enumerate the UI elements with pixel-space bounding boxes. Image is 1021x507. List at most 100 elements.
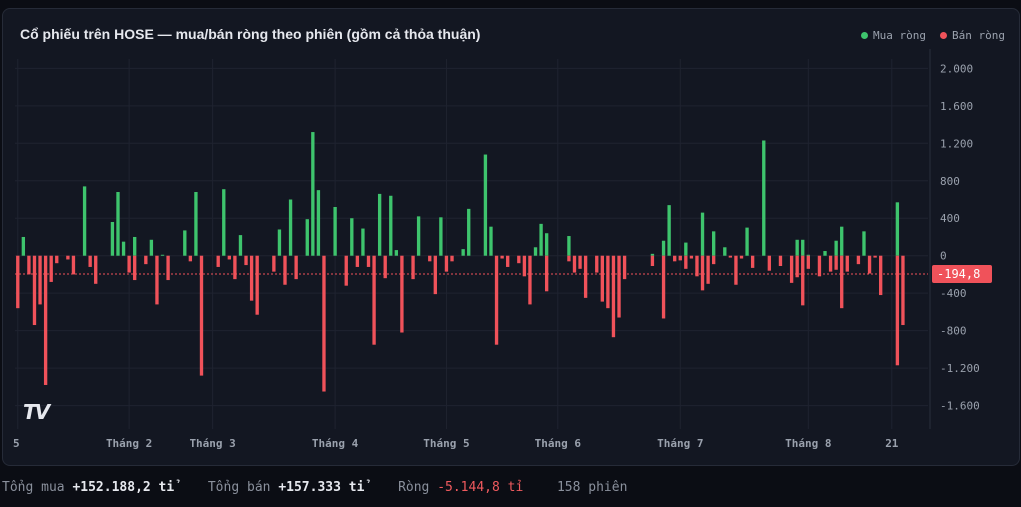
sell-bar — [500, 255, 504, 259]
buy-bar — [350, 218, 354, 256]
sell-bar — [578, 255, 582, 269]
sell-bar — [879, 255, 883, 296]
sell-bar — [244, 255, 248, 266]
x-tick-label: Tháng 4 — [312, 437, 359, 450]
y-tick-label: -1.200 — [940, 362, 980, 375]
sell-bar — [522, 255, 527, 277]
chart-legend: Mua ròng Bán ròng — [861, 29, 1005, 42]
buy-bar — [712, 231, 716, 256]
sell-bar — [55, 255, 59, 264]
legend-item-sell[interactable]: Bán ròng — [940, 29, 1005, 42]
sell-bar — [778, 255, 783, 267]
x-tick-label: Tháng 6 — [535, 437, 582, 450]
buy-bar — [183, 230, 187, 256]
legend-label-buy: Mua ròng — [873, 29, 927, 42]
sell-bar — [600, 255, 604, 302]
sell-bar — [617, 255, 621, 318]
y-tick-label: 1.200 — [940, 137, 973, 150]
legend-item-buy[interactable]: Mua ròng — [861, 29, 926, 42]
sell-bar — [199, 255, 204, 376]
sell-bar — [27, 255, 31, 275]
x-tick-label: 21 — [885, 437, 899, 450]
buy-bar — [461, 249, 465, 256]
sell-bar — [294, 255, 298, 280]
sell-bar — [188, 255, 193, 262]
buy-bar — [110, 221, 115, 256]
buy-bar — [311, 132, 315, 256]
sell-bar — [372, 255, 376, 345]
buy-bar — [862, 231, 866, 256]
buy-bar — [667, 205, 671, 256]
sell-bar — [817, 255, 822, 277]
buy-bar — [361, 228, 365, 256]
sell-bar — [155, 255, 159, 305]
sell-bar — [517, 255, 521, 264]
legend-dot-buy-icon — [861, 32, 869, 39]
buy-bar — [116, 192, 120, 256]
sell-bar — [71, 255, 76, 275]
x-tick-label: Tháng 3 — [189, 437, 235, 450]
sell-bar — [728, 255, 733, 258]
reference-label: -194,8 — [937, 267, 980, 281]
total-sell-value: +157.333 tỉ — [278, 480, 365, 495]
summary-footer: Tổng mua +152.188,2 tỉ Tổng bán +157.333… — [2, 480, 627, 495]
buy-bar — [489, 226, 493, 256]
buy-bar — [483, 154, 488, 256]
sell-bar — [895, 255, 900, 366]
y-tick-label: 0 — [940, 250, 947, 263]
net-label: Ròng — [398, 480, 430, 495]
net-value: -5.144,8 tỉ — [437, 480, 524, 495]
buy-bar — [700, 212, 705, 256]
sell-bar — [689, 255, 694, 259]
legend-label-sell: Bán ròng — [952, 29, 1005, 42]
sell-bar — [873, 255, 877, 258]
sell-bar — [249, 255, 254, 301]
sell-bar — [450, 255, 454, 262]
sell-bar — [706, 255, 710, 284]
buy-bar — [333, 207, 337, 256]
sell-bar — [595, 255, 599, 273]
buy-bar — [394, 250, 399, 256]
buy-bar — [834, 240, 838, 256]
sell-bar — [322, 255, 326, 392]
y-tick-label: 2.000 — [940, 62, 973, 75]
sell-bar — [433, 255, 437, 295]
total-sell-label: Tổng bán — [207, 480, 271, 495]
buy-bar — [823, 251, 827, 256]
buy-bar — [149, 239, 154, 256]
legend-dot-sell-icon — [940, 32, 948, 39]
x-tick-label: Tháng 5 — [423, 437, 469, 450]
x-tick-label: Tháng 8 — [785, 437, 831, 450]
y-tick-label: -400 — [940, 287, 967, 300]
buy-bar — [121, 241, 126, 256]
y-tick-label: 800 — [940, 175, 960, 188]
buy-bar — [895, 202, 900, 256]
chart-title: Cổ phiếu trên HOSE — mua/bán ròng theo p… — [20, 26, 481, 42]
buy-bar — [389, 195, 393, 256]
y-tick-label: -1.600 — [940, 400, 980, 413]
sell-bar — [544, 255, 549, 292]
sell-bar — [750, 255, 755, 268]
sell-bar — [622, 255, 627, 280]
sell-bar — [494, 255, 499, 345]
sell-bar — [94, 255, 98, 284]
sell-bar — [66, 255, 70, 260]
sell-bar — [572, 255, 577, 273]
total-buy-value: +152.188,2 tỉ — [72, 480, 175, 495]
sell-bar — [684, 255, 688, 269]
sell-bar — [867, 255, 872, 274]
tradingview-logo-icon[interactable]: TV — [23, 400, 50, 424]
sell-bar — [840, 255, 844, 309]
sell-bar — [227, 255, 231, 260]
y-tick-label: 400 — [940, 212, 960, 225]
sell-bar — [444, 255, 449, 272]
sell-bar — [366, 255, 371, 267]
sell-bar — [712, 255, 716, 265]
sell-bar — [795, 255, 799, 278]
sell-bar — [695, 255, 699, 277]
sell-bar — [700, 255, 705, 291]
total-buy-label: Tổng mua — [2, 480, 65, 495]
sell-bar — [166, 255, 170, 281]
buy-bar — [82, 186, 87, 256]
buy-bar — [801, 239, 805, 256]
